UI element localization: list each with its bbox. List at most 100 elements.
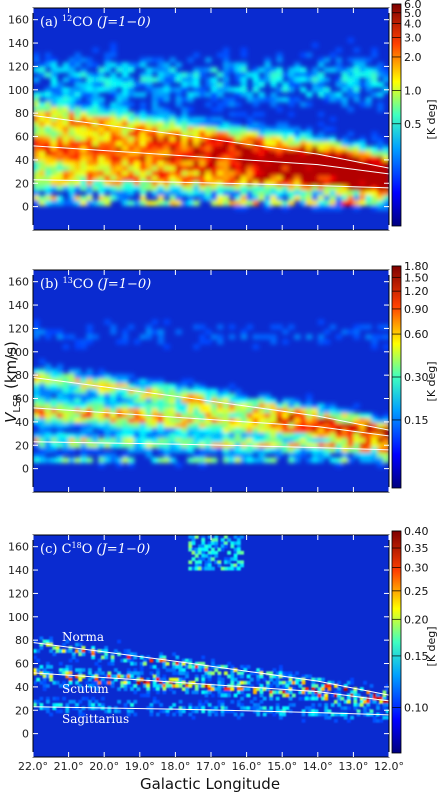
heatmap-cell bbox=[80, 447, 87, 454]
heatmap-cell bbox=[188, 706, 193, 711]
panel-a-heatmap bbox=[33, 37, 389, 211]
heatmap-cell bbox=[346, 699, 351, 704]
heatmap-cell bbox=[329, 427, 337, 434]
heatmap-cell bbox=[191, 680, 196, 685]
heatmap-cell bbox=[181, 111, 188, 118]
heatmap-cell bbox=[329, 447, 337, 454]
heatmap-cell bbox=[216, 106, 224, 113]
heatmap-cell bbox=[246, 190, 254, 197]
colorbar-tick-label: 0.5 bbox=[404, 118, 422, 131]
heatmap-cell bbox=[193, 413, 200, 419]
heatmap-cell bbox=[294, 427, 301, 434]
heatmap-cell bbox=[253, 690, 257, 695]
heatmap-cell bbox=[49, 677, 54, 682]
heatmap-cell bbox=[68, 136, 76, 142]
heatmap-cell bbox=[68, 101, 76, 108]
heatmap-cell bbox=[157, 195, 165, 201]
heatmap-cell bbox=[311, 408, 319, 414]
heatmap-cell bbox=[252, 334, 260, 340]
y-tick-label: 60 bbox=[15, 131, 29, 144]
heatmap-cell bbox=[222, 175, 230, 182]
heatmap-cell bbox=[116, 116, 123, 123]
heatmap-cell bbox=[317, 91, 325, 98]
colorbar-unit-label: [K deg] bbox=[425, 99, 438, 139]
heatmap-cell bbox=[44, 329, 52, 335]
heatmap-cell bbox=[236, 674, 241, 679]
heatmap-cell bbox=[94, 687, 99, 691]
heatmap-cell bbox=[65, 703, 70, 707]
heatmap-cell bbox=[36, 658, 41, 663]
x-tick-label: 17.0° bbox=[196, 760, 226, 773]
heatmap-cell bbox=[175, 86, 182, 93]
heatmap-cell bbox=[341, 442, 349, 449]
heatmap-cell bbox=[199, 334, 206, 340]
heatmap-cell bbox=[240, 86, 248, 93]
heatmap-cell bbox=[356, 712, 361, 717]
heatmap-cell bbox=[75, 642, 79, 647]
heatmap-cell bbox=[191, 541, 196, 546]
heatmap-cell bbox=[133, 422, 141, 429]
heatmap-cell bbox=[145, 388, 153, 394]
heatmap-cell bbox=[201, 680, 206, 685]
heatmap-cell bbox=[227, 538, 232, 542]
heatmap-cell bbox=[139, 156, 147, 162]
heatmap-cell bbox=[199, 190, 206, 197]
heatmap-cell bbox=[353, 693, 358, 698]
heatmap-cell bbox=[347, 141, 354, 147]
heatmap-cell bbox=[300, 180, 307, 187]
heatmap-cell bbox=[151, 329, 159, 335]
heatmap-cell bbox=[317, 72, 325, 78]
heatmap-cell bbox=[175, 185, 182, 192]
heatmap-cell bbox=[44, 111, 52, 118]
heatmap-cell bbox=[33, 680, 37, 685]
heatmap-cell bbox=[264, 57, 271, 63]
heatmap-cell bbox=[294, 403, 301, 409]
heatmap-cell bbox=[246, 408, 254, 414]
heatmap-cell bbox=[323, 408, 331, 414]
heatmap-cell bbox=[98, 437, 105, 444]
heatmap-cell bbox=[123, 703, 128, 707]
heatmap-cell bbox=[116, 67, 123, 73]
heatmap-cell bbox=[240, 195, 248, 201]
panel-c-title: (c) C18O (J=1−0) bbox=[40, 541, 150, 557]
heatmap-cell bbox=[256, 703, 261, 707]
heatmap-cell bbox=[175, 91, 182, 98]
y-tick-label: 80 bbox=[15, 634, 29, 647]
heatmap-cell bbox=[243, 687, 248, 691]
heatmap-cell bbox=[347, 418, 354, 424]
heatmap-cell bbox=[175, 677, 180, 682]
heatmap-cell bbox=[346, 696, 351, 701]
heatmap-cell bbox=[222, 422, 230, 429]
heatmap-cell bbox=[217, 674, 222, 679]
heatmap-cell bbox=[236, 715, 241, 720]
heatmap-cell bbox=[275, 706, 280, 711]
heatmap-cell bbox=[65, 671, 70, 676]
heatmap-cell bbox=[163, 72, 171, 78]
heatmap-cell bbox=[234, 77, 242, 83]
heatmap-cell bbox=[341, 165, 349, 172]
heatmap-cell bbox=[84, 696, 89, 701]
heatmap-cell bbox=[71, 655, 76, 660]
heatmap-cell bbox=[276, 156, 283, 162]
heatmap-cell bbox=[181, 131, 188, 137]
heatmap-cell bbox=[329, 165, 337, 172]
heatmap-cell bbox=[163, 403, 171, 409]
heatmap-cell bbox=[305, 334, 313, 340]
heatmap-cell bbox=[175, 72, 182, 78]
heatmap-cell bbox=[282, 427, 289, 434]
heatmap-cell bbox=[187, 136, 194, 142]
heatmap-cell bbox=[104, 388, 111, 394]
heatmap-cell bbox=[165, 680, 170, 685]
heatmap-cell bbox=[181, 378, 188, 385]
heatmap-cell bbox=[110, 195, 117, 201]
heatmap-cell bbox=[38, 116, 46, 123]
heatmap-cell bbox=[44, 368, 52, 375]
heatmap-cell bbox=[199, 324, 206, 330]
heatmap-cell bbox=[122, 180, 129, 187]
heatmap-cell bbox=[264, 442, 271, 449]
heatmap-cell bbox=[305, 403, 313, 409]
heatmap-cell bbox=[45, 709, 50, 714]
heatmap-cell bbox=[323, 427, 331, 434]
heatmap-cell bbox=[56, 91, 64, 98]
heatmap-cell bbox=[371, 457, 378, 463]
